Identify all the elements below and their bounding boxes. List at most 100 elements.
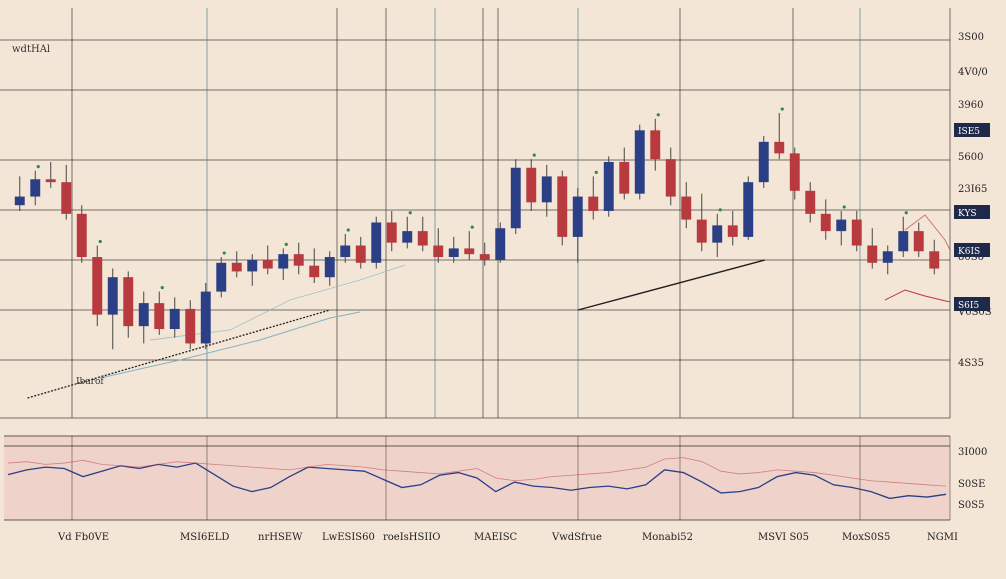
candle-body (929, 251, 940, 269)
signal-dot (718, 208, 722, 212)
trend-line-lower (27, 309, 331, 399)
candle-body (340, 245, 351, 258)
y-tick-label: 5600 (958, 152, 983, 163)
signal-dot (36, 165, 40, 169)
y-tick-label: 4V0/0 (958, 67, 988, 78)
signal-dot (842, 205, 846, 209)
candle-body (479, 254, 490, 260)
candle-body (805, 190, 816, 214)
signal-dot (222, 251, 226, 255)
candle-body (727, 225, 738, 237)
osc-y-tick-label: S0SE (958, 479, 985, 490)
x-tick-label: nrHSEW (258, 532, 303, 543)
signal-dot (160, 286, 164, 290)
x-tick-label: MAEISC (474, 532, 518, 543)
candle-body (557, 176, 568, 237)
y-tick-label: 3960 (958, 100, 983, 111)
candle-body (138, 303, 149, 327)
candle-body (789, 153, 800, 191)
osc-y-tick-label: S0S5 (958, 500, 984, 511)
trend-line-upper (577, 259, 766, 311)
price-badge (954, 205, 990, 219)
signal-dot (594, 170, 598, 174)
candle-body (572, 196, 583, 237)
candle-body (836, 219, 847, 232)
price-badge (954, 123, 990, 137)
signal-dot (904, 211, 908, 215)
candle-body (588, 196, 599, 211)
candle-body (913, 231, 924, 252)
candle-body (61, 182, 72, 214)
y-tick-label: 3S00 (958, 32, 984, 43)
x-tick-label: MSI6ELD (180, 532, 229, 543)
y-tick-label: 23I65 (958, 184, 987, 195)
candle-body (185, 308, 196, 344)
candle-body (758, 141, 769, 183)
candle-body (696, 219, 707, 243)
candle-body (681, 196, 692, 220)
candle-body (526, 167, 537, 203)
candle-body (216, 262, 227, 292)
price-badge-label: KYS (958, 209, 977, 219)
annotation-low: Ibarof (76, 377, 104, 387)
candle-body (231, 262, 242, 272)
price-badge (954, 243, 990, 257)
candle-body (743, 182, 754, 237)
price-badge-label: S6I5 (958, 301, 979, 311)
candle-body (123, 277, 134, 327)
signal-dot (98, 239, 102, 244)
candle-body (634, 130, 645, 194)
candle-body (247, 259, 258, 272)
candle-body (541, 176, 552, 203)
oscillator-line (7, 462, 947, 500)
top-left-label: wdtHAl (12, 44, 50, 55)
x-tick-label: MSVI S05 (758, 532, 809, 543)
x-tick-label: Monabi52 (642, 532, 693, 543)
candle-body (820, 213, 831, 232)
price-badge (954, 297, 990, 311)
candle-body (200, 291, 211, 344)
candle-body (262, 259, 273, 269)
x-tick-label: MoxS0S5 (842, 532, 890, 543)
candle-body (92, 257, 103, 315)
candle-body (30, 179, 41, 197)
candle-body (774, 141, 785, 154)
candle-body (619, 162, 630, 194)
osc-y-tick-label: 3I000 (958, 447, 987, 458)
oscillator-signal-line (7, 457, 947, 487)
candle-body (510, 167, 521, 229)
candle-body (851, 219, 862, 246)
candle-body (107, 277, 118, 315)
signal-dot (346, 228, 350, 232)
y-tick-label: V0S0S (957, 307, 992, 318)
candle-body (495, 228, 506, 260)
candle-body (324, 257, 335, 278)
candle-body (154, 303, 165, 330)
candle-body (45, 179, 56, 183)
y-tick-label: 4S35 (958, 358, 984, 369)
x-tick-label: LwESIS60 (322, 532, 375, 543)
y-tick-label: 80S6 (958, 252, 984, 263)
signal-dot (284, 242, 288, 246)
candle-body (278, 254, 289, 269)
price-badge-label: ISE5 (958, 127, 980, 137)
candle-body (309, 265, 320, 278)
x-tick-label: Vd Fb0VE (57, 532, 109, 543)
candle-body (76, 213, 87, 258)
candle-body (371, 222, 382, 263)
price-badge-label: K6IS (958, 247, 980, 257)
candle-body (448, 248, 459, 258)
candle-body (650, 130, 661, 160)
signal-dot (408, 211, 412, 215)
candles-group (14, 107, 940, 350)
candle-body (882, 251, 893, 263)
x-tick-label: NGMI (927, 532, 958, 543)
signal-dot (656, 113, 660, 117)
candle-body (355, 245, 366, 263)
x-tick-label: VwdSfrue (551, 532, 602, 543)
candle-body (402, 231, 413, 243)
candle-body (603, 162, 614, 211)
candle-body (293, 254, 304, 266)
